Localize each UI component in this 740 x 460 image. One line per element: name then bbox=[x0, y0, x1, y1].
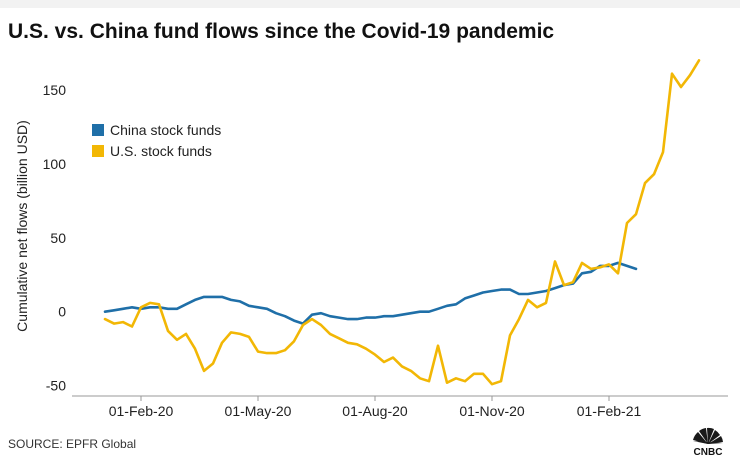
x-tick-label: 01-Aug-20 bbox=[342, 403, 408, 419]
x-tick-label: 01-Nov-20 bbox=[459, 403, 525, 419]
cnbc-peacock-logo: CNBC bbox=[693, 427, 723, 458]
y-tick-label: 0 bbox=[58, 304, 66, 320]
y-tick-label: 50 bbox=[50, 230, 66, 246]
y-tick-label: 150 bbox=[43, 82, 67, 98]
x-tick-label: 01-Feb-20 bbox=[109, 403, 174, 419]
y-tick-label: -50 bbox=[46, 378, 66, 394]
y-tick-label: 100 bbox=[43, 156, 67, 172]
legend-swatch bbox=[92, 145, 104, 157]
x-tick-label: 01-May-20 bbox=[225, 403, 292, 419]
top-rule bbox=[0, 0, 740, 8]
legend-swatch bbox=[92, 124, 104, 136]
chart-title: U.S. vs. China fund flows since the Covi… bbox=[8, 20, 555, 43]
logo-text: CNBC bbox=[694, 447, 723, 458]
source-note: SOURCE: EPFR Global bbox=[8, 437, 137, 451]
x-tick-label: 01-Feb-21 bbox=[577, 403, 642, 419]
y-axis-label: Cumulative net flows (billion USD) bbox=[14, 120, 30, 332]
legend-label: U.S. stock funds bbox=[110, 143, 212, 159]
series-line-china-stock-funds bbox=[103, 261, 638, 325]
legend-label: China stock funds bbox=[110, 122, 221, 138]
series-line-u-s-stock-funds bbox=[103, 59, 701, 386]
